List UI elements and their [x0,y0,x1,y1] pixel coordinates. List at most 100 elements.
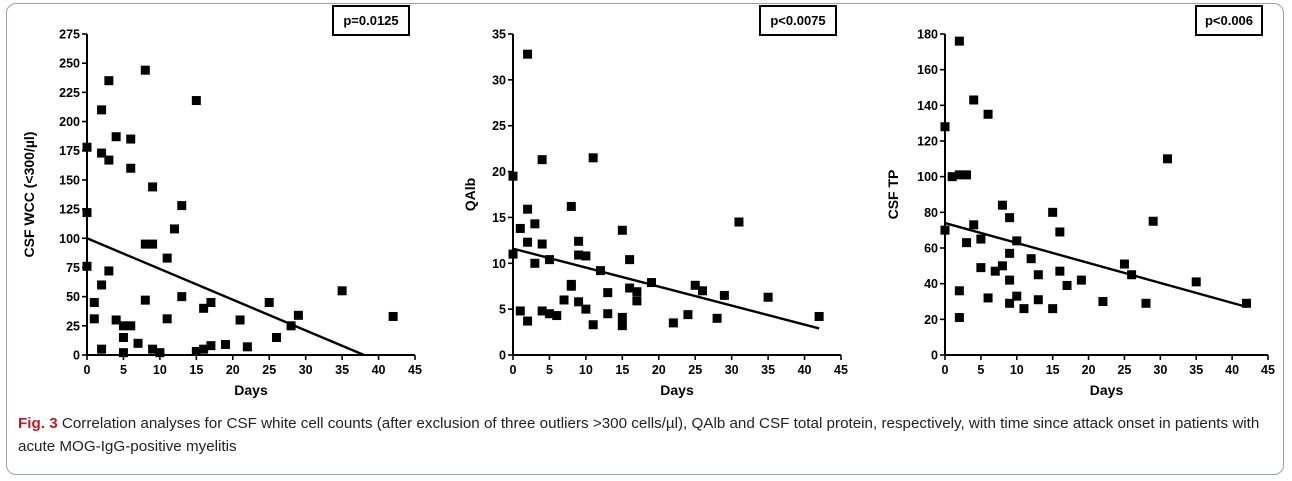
data-point [104,155,114,165]
data-point [1005,298,1015,308]
data-point [954,286,964,296]
data-point [1012,291,1022,301]
data-point [1127,270,1137,280]
x-tick-label: 45 [1261,363,1275,377]
x-axis-title: Days [234,382,268,398]
data-point [997,261,1007,271]
y-tick-label: 20 [492,165,506,179]
x-tick-label: 20 [652,363,666,377]
x-tick-label: 30 [299,363,313,377]
data-point [89,314,99,324]
data-point [1141,298,1151,308]
data-point [1119,259,1129,269]
data-point [118,348,128,358]
data-point [1019,304,1029,314]
data-point [976,234,986,244]
data-point [763,292,773,302]
chart-panel-1: 0 25 50 75 100 125 150 175 200 225 250 275 0 5 10 15 20 2… [21,5,422,398]
data-point [1033,295,1043,305]
data-point [140,239,150,249]
x-tick-label: 5 [546,363,553,377]
data-point [126,163,136,173]
y-axis-title: CSF WCC (<300/µl) [21,132,37,258]
x-tick-label: 15 [1046,363,1060,377]
x-tick-label: 30 [1153,363,1167,377]
data-point [947,172,957,182]
data-point [617,312,627,322]
data-point [719,290,729,300]
data-point [523,49,533,59]
x-tick-label: 25 [688,363,702,377]
data-point [140,65,150,75]
data-point [1026,254,1036,264]
y-tick-label: 175 [59,144,80,158]
data-point [337,286,347,296]
x-tick-label: 25 [262,363,276,377]
data-point [537,306,547,316]
x-tick-label: 40 [372,363,386,377]
data-point [1005,248,1015,258]
figure-caption: Fig. 3 Correlation analyses for CSF whit… [18,412,1273,458]
data-point [199,303,209,313]
data-point [588,320,598,330]
data-point [199,344,209,354]
data-point [82,142,92,152]
data-point [515,306,525,316]
regression-line [512,247,820,330]
data-point [235,315,245,325]
p-value-box [1195,5,1263,36]
x-tick-label: 30 [725,363,739,377]
data-point [559,295,569,305]
caption-text: Correlation analyses for CSF white cell … [18,415,1260,455]
data-point [625,255,635,265]
data-point [126,134,136,144]
data-point [133,338,143,348]
data-point [617,321,627,331]
y-tick-label: 140 [917,99,938,113]
x-tick-label: 25 [1117,363,1131,377]
data-point [969,95,979,105]
x-tick-label: 10 [579,363,593,377]
regression-line [944,221,1247,309]
data-point [588,153,598,163]
data-point [632,287,642,297]
data-point [574,297,584,307]
y-tick-label: 100 [917,170,938,184]
y-tick-label: 20 [924,313,938,327]
x-tick-label: 20 [1082,363,1096,377]
p-value-label: p<0.0075 [770,13,825,28]
data-point [603,309,613,319]
data-point [191,96,201,106]
y-tick-label: 100 [59,232,80,246]
data-point [1055,227,1065,237]
x-tick-label: 5 [120,363,127,377]
data-point [293,310,303,320]
data-point [537,239,547,249]
p-value-label: p=0.0125 [343,13,398,28]
data-point [111,132,121,142]
x-tick-label: 0 [510,363,517,377]
data-point [646,278,656,288]
data-point [712,313,722,323]
data-point [1048,304,1058,314]
data-point [969,220,979,230]
data-point [690,280,700,290]
data-point [962,170,972,180]
x-axis-title: Days [1090,382,1124,398]
data-point [140,295,150,305]
p-value-box [759,5,837,36]
data-point [104,266,114,276]
y-tick-label: 125 [59,203,80,217]
data-point [169,224,179,234]
data-point [1048,207,1058,217]
data-point [625,283,635,293]
y-tick-label: 80 [924,206,938,220]
data-point [814,311,824,321]
data-point [508,249,518,259]
x-tick-label: 10 [153,363,167,377]
data-point [617,225,627,235]
data-point [574,250,584,260]
data-point [97,105,107,115]
data-point [537,155,547,165]
